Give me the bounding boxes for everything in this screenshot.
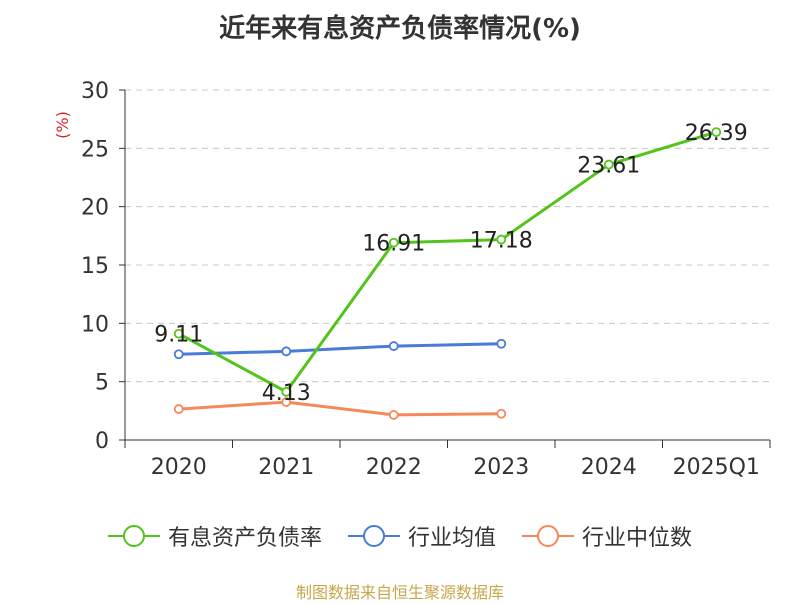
data-label: 17.18: [470, 229, 533, 254]
data-label: 23.61: [577, 154, 640, 179]
data-point: [388, 237, 399, 248]
legend-label: 有息资产负债率: [167, 526, 322, 551]
x-tick-label: 2025Q1: [673, 455, 760, 480]
x-tick-label: 2020: [151, 455, 207, 480]
legend-marker-icon: [107, 525, 160, 547]
legend-item: 行业中位数: [522, 520, 692, 552]
y-tick-label: 0: [95, 429, 109, 454]
data-point: [281, 397, 292, 407]
series-layer: [173, 127, 722, 420]
y-tick-label: 5: [95, 371, 109, 396]
chart-title: 近年来有息资产负债率情况(%): [219, 14, 581, 44]
data-point: [603, 159, 614, 170]
y-tick-label: 15: [81, 254, 109, 279]
data-point: [711, 127, 722, 138]
data-label: 4.13: [262, 381, 311, 406]
data-label: 9.11: [154, 323, 203, 348]
data-point: [281, 386, 292, 397]
data-point: [388, 341, 399, 351]
data-point: [173, 349, 184, 360]
y-tick-label: 20: [81, 196, 109, 221]
legend-marker-icon: [522, 525, 574, 547]
legend-label: 行业中位数: [582, 526, 693, 551]
data-label: 16.91: [362, 232, 425, 257]
data-label: 26.39: [685, 121, 748, 146]
data-point: [496, 408, 507, 419]
x-tick-label: 2021: [258, 455, 314, 480]
series-line: [178, 130, 717, 394]
data-point: [281, 346, 292, 357]
legend: 有息资产负债率 行业均值 行业中位数: [0, 520, 800, 552]
y-axis-label: (%): [53, 111, 72, 139]
x-tick-label: 2024: [581, 455, 637, 480]
data-label-layer: 9.11 4.13 16.91 17.18 23.61 26.39: [154, 121, 747, 406]
data-point: [496, 338, 507, 349]
legend-item: 有息资产负债率: [107, 520, 322, 552]
x-tick-label: 2023: [473, 455, 529, 480]
data-point: [388, 410, 399, 420]
legend-label: 行业均值: [407, 526, 496, 551]
y-tick-label: 10: [81, 312, 109, 337]
y-tick-label: 30: [81, 79, 109, 104]
y-tick-label: 25: [81, 137, 109, 162]
legend-item: 行业均值: [347, 520, 496, 552]
series-line: [178, 400, 502, 417]
axis-layer: 0 5 10 15 20 25 30 2020 2021 2022 2023 2024 2025Q1 (%…: [53, 79, 771, 480]
source-footer: 制图数据来自恒生聚源数据库: [295, 583, 504, 602]
legend-marker-icon: [347, 525, 400, 547]
data-point: [496, 234, 507, 245]
grid-layer: [125, 89, 770, 383]
series-line: [178, 342, 502, 356]
data-point: [173, 404, 184, 414]
data-point: [173, 328, 184, 339]
x-tick-label: 2022: [366, 455, 422, 480]
